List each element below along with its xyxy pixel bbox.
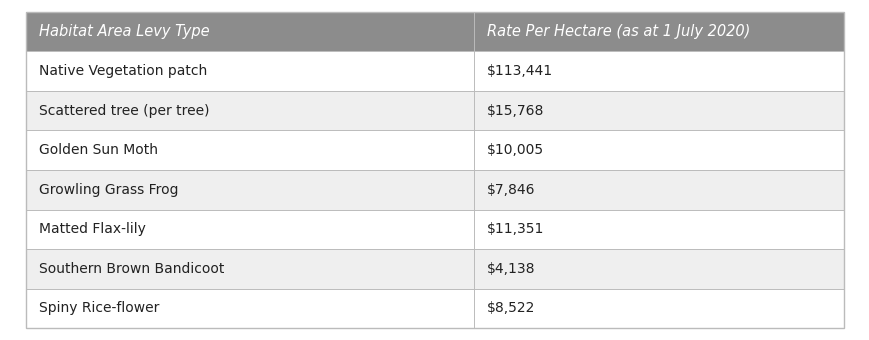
Text: Scattered tree (per tree): Scattered tree (per tree): [39, 104, 209, 118]
Text: $8,522: $8,522: [487, 301, 535, 315]
Bar: [26, 131, 474, 170]
Text: Native Vegetation patch: Native Vegetation patch: [39, 64, 207, 78]
Text: $10,005: $10,005: [487, 143, 544, 157]
Bar: [26, 51, 474, 91]
Bar: [26, 91, 474, 131]
Text: $4,138: $4,138: [487, 262, 535, 276]
Bar: [474, 131, 843, 170]
Text: $11,351: $11,351: [487, 222, 544, 236]
Text: Matted Flax-lily: Matted Flax-lily: [39, 222, 146, 236]
Text: Golden Sun Moth: Golden Sun Moth: [39, 143, 158, 157]
Bar: [26, 209, 474, 249]
Text: Southern Brown Bandicoot: Southern Brown Bandicoot: [39, 262, 224, 276]
Bar: [474, 91, 843, 131]
Bar: [474, 249, 843, 289]
Bar: [26, 170, 474, 209]
Bar: [26, 289, 474, 328]
Bar: [474, 289, 843, 328]
Text: $15,768: $15,768: [487, 104, 544, 118]
Bar: [474, 51, 843, 91]
Text: Spiny Rice-flower: Spiny Rice-flower: [39, 301, 159, 315]
Text: $113,441: $113,441: [487, 64, 553, 78]
Text: Rate Per Hectare (as at 1 July 2020): Rate Per Hectare (as at 1 July 2020): [487, 24, 750, 39]
Text: $7,846: $7,846: [487, 183, 535, 197]
Text: Habitat Area Levy Type: Habitat Area Levy Type: [39, 24, 209, 39]
Bar: [474, 170, 843, 209]
Text: Growling Grass Frog: Growling Grass Frog: [39, 183, 178, 197]
Bar: [474, 12, 843, 51]
Bar: [26, 12, 474, 51]
Bar: [26, 249, 474, 289]
Bar: [474, 209, 843, 249]
